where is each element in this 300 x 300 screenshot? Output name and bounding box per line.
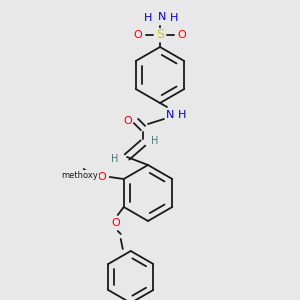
Text: O: O [134, 30, 142, 40]
Text: H: H [178, 110, 186, 120]
Text: O: O [98, 172, 106, 182]
Text: H: H [144, 13, 152, 23]
Text: H: H [111, 154, 119, 164]
Text: H: H [151, 136, 159, 146]
Text: O: O [178, 30, 186, 40]
Text: O: O [111, 218, 120, 228]
Text: N: N [166, 110, 174, 120]
Text: S: S [156, 28, 164, 41]
Text: N: N [158, 12, 166, 22]
Text: methoxy: methoxy [61, 170, 98, 179]
Text: O: O [124, 116, 132, 126]
Text: H: H [170, 13, 178, 23]
